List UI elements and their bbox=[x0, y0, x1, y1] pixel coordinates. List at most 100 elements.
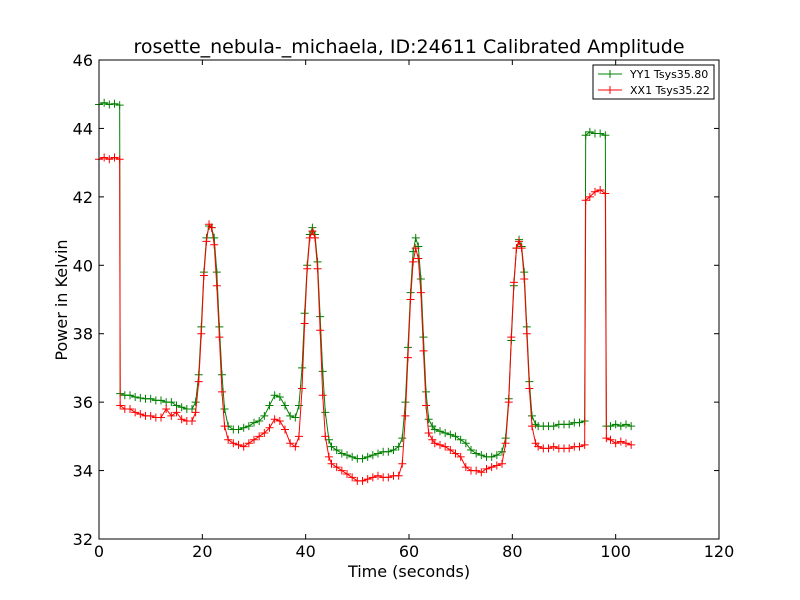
data-point-marker bbox=[441, 442, 450, 451]
data-point-marker bbox=[308, 227, 317, 236]
data-point-marker bbox=[527, 422, 536, 431]
legend-swatch-marker bbox=[606, 86, 614, 94]
data-point-marker bbox=[126, 404, 134, 413]
data-point-marker bbox=[318, 391, 327, 400]
data-point-marker bbox=[422, 401, 431, 410]
x-tick-label: 40 bbox=[295, 542, 315, 561]
data-point-marker bbox=[549, 422, 558, 431]
data-point-marker bbox=[622, 420, 630, 429]
data-point-marker bbox=[492, 461, 501, 470]
data-point-marker bbox=[191, 398, 200, 407]
data-point-marker bbox=[527, 411, 536, 420]
data-point-marker bbox=[294, 432, 303, 441]
y-tick-label: 42 bbox=[73, 188, 93, 207]
x-tick-label: 80 bbox=[502, 542, 522, 561]
data-point-marker bbox=[591, 187, 599, 196]
data-point-marker bbox=[517, 244, 526, 253]
data-point-marker bbox=[580, 440, 589, 449]
data-point-marker bbox=[172, 401, 181, 410]
data-point-marker bbox=[363, 475, 372, 484]
data-point-marker bbox=[191, 408, 200, 417]
data-point-marker bbox=[332, 446, 341, 455]
data-point-marker bbox=[220, 404, 229, 413]
data-point-marker bbox=[172, 408, 181, 417]
data-point-marker bbox=[321, 432, 330, 441]
data-point-marker bbox=[414, 254, 423, 263]
data-point-marker bbox=[348, 452, 357, 461]
data-point-marker bbox=[368, 451, 377, 460]
data-point-marker bbox=[110, 99, 119, 108]
data-point-marker bbox=[244, 439, 253, 448]
data-point-marker bbox=[384, 447, 393, 456]
data-point-marker bbox=[239, 442, 248, 451]
data-point-marker bbox=[188, 416, 196, 425]
y-tick-label: 36 bbox=[73, 393, 93, 412]
data-point-marker bbox=[456, 435, 465, 444]
data-point-marker bbox=[270, 391, 279, 400]
data-point-marker bbox=[627, 440, 636, 449]
data-point-marker bbox=[611, 439, 620, 448]
data-point-marker bbox=[100, 153, 109, 162]
data-point-marker bbox=[575, 418, 584, 427]
data-point-marker bbox=[498, 459, 506, 468]
data-point-marker bbox=[515, 237, 524, 246]
data-point-marker bbox=[343, 451, 351, 460]
data-point-marker bbox=[416, 274, 425, 283]
data-point-marker bbox=[446, 446, 455, 455]
data-point-marker bbox=[116, 401, 125, 410]
data-point-marker bbox=[210, 240, 219, 249]
data-point-marker bbox=[217, 370, 226, 379]
data-point-marker bbox=[403, 353, 412, 362]
data-point-marker bbox=[575, 442, 584, 451]
data-point-marker bbox=[446, 430, 455, 439]
data-point-marker bbox=[384, 473, 393, 482]
y-tick-label: 40 bbox=[73, 256, 93, 275]
data-point-marker bbox=[327, 459, 336, 468]
data-point-marker bbox=[270, 415, 279, 424]
data-point-marker bbox=[115, 155, 124, 164]
data-point-marker bbox=[398, 434, 407, 443]
data-point-marker bbox=[215, 333, 224, 342]
data-point-marker bbox=[281, 425, 289, 434]
data-point-marker bbox=[250, 418, 258, 427]
data-point-marker bbox=[318, 367, 327, 376]
data-point-marker bbox=[337, 466, 346, 475]
data-point-marker bbox=[525, 384, 534, 393]
data-point-marker bbox=[105, 100, 114, 109]
data-point-marker bbox=[177, 403, 186, 412]
data-point-marker bbox=[461, 439, 470, 448]
data-point-marker bbox=[422, 387, 431, 396]
data-point-marker bbox=[430, 425, 439, 434]
data-point-marker bbox=[207, 223, 216, 232]
data-point-marker bbox=[167, 398, 176, 407]
data-point-marker bbox=[606, 435, 615, 444]
data-point-marker bbox=[115, 101, 124, 110]
data-point-marker bbox=[136, 394, 145, 403]
y-axis-label: Power in Kelvin bbox=[52, 239, 71, 360]
data-point-marker bbox=[210, 233, 219, 242]
data-point-marker bbox=[343, 469, 351, 478]
data-point-marker bbox=[585, 127, 594, 136]
data-point-marker bbox=[131, 408, 140, 417]
data-point-marker bbox=[534, 442, 543, 451]
x-tick-label: 0 bbox=[94, 542, 104, 561]
data-point-marker bbox=[110, 153, 119, 162]
data-point-marker bbox=[212, 281, 221, 290]
data-point-marker bbox=[298, 363, 307, 372]
data-point-marker bbox=[374, 471, 382, 480]
data-point-marker bbox=[622, 439, 630, 448]
data-point-marker bbox=[394, 442, 403, 451]
data-point-marker bbox=[348, 473, 357, 482]
data-point-marker bbox=[294, 401, 303, 410]
data-point-marker bbox=[581, 196, 590, 205]
data-point-marker bbox=[239, 423, 248, 432]
data-point-marker bbox=[492, 451, 501, 460]
data-point-marker bbox=[162, 404, 171, 413]
data-point-marker bbox=[300, 319, 309, 328]
x-tick-label: 60 bbox=[399, 542, 419, 561]
data-point-marker bbox=[601, 189, 610, 198]
data-point-marker bbox=[100, 98, 109, 107]
data-point-marker bbox=[291, 442, 300, 451]
data-point-marker bbox=[374, 449, 382, 458]
data-point-marker bbox=[504, 398, 513, 407]
